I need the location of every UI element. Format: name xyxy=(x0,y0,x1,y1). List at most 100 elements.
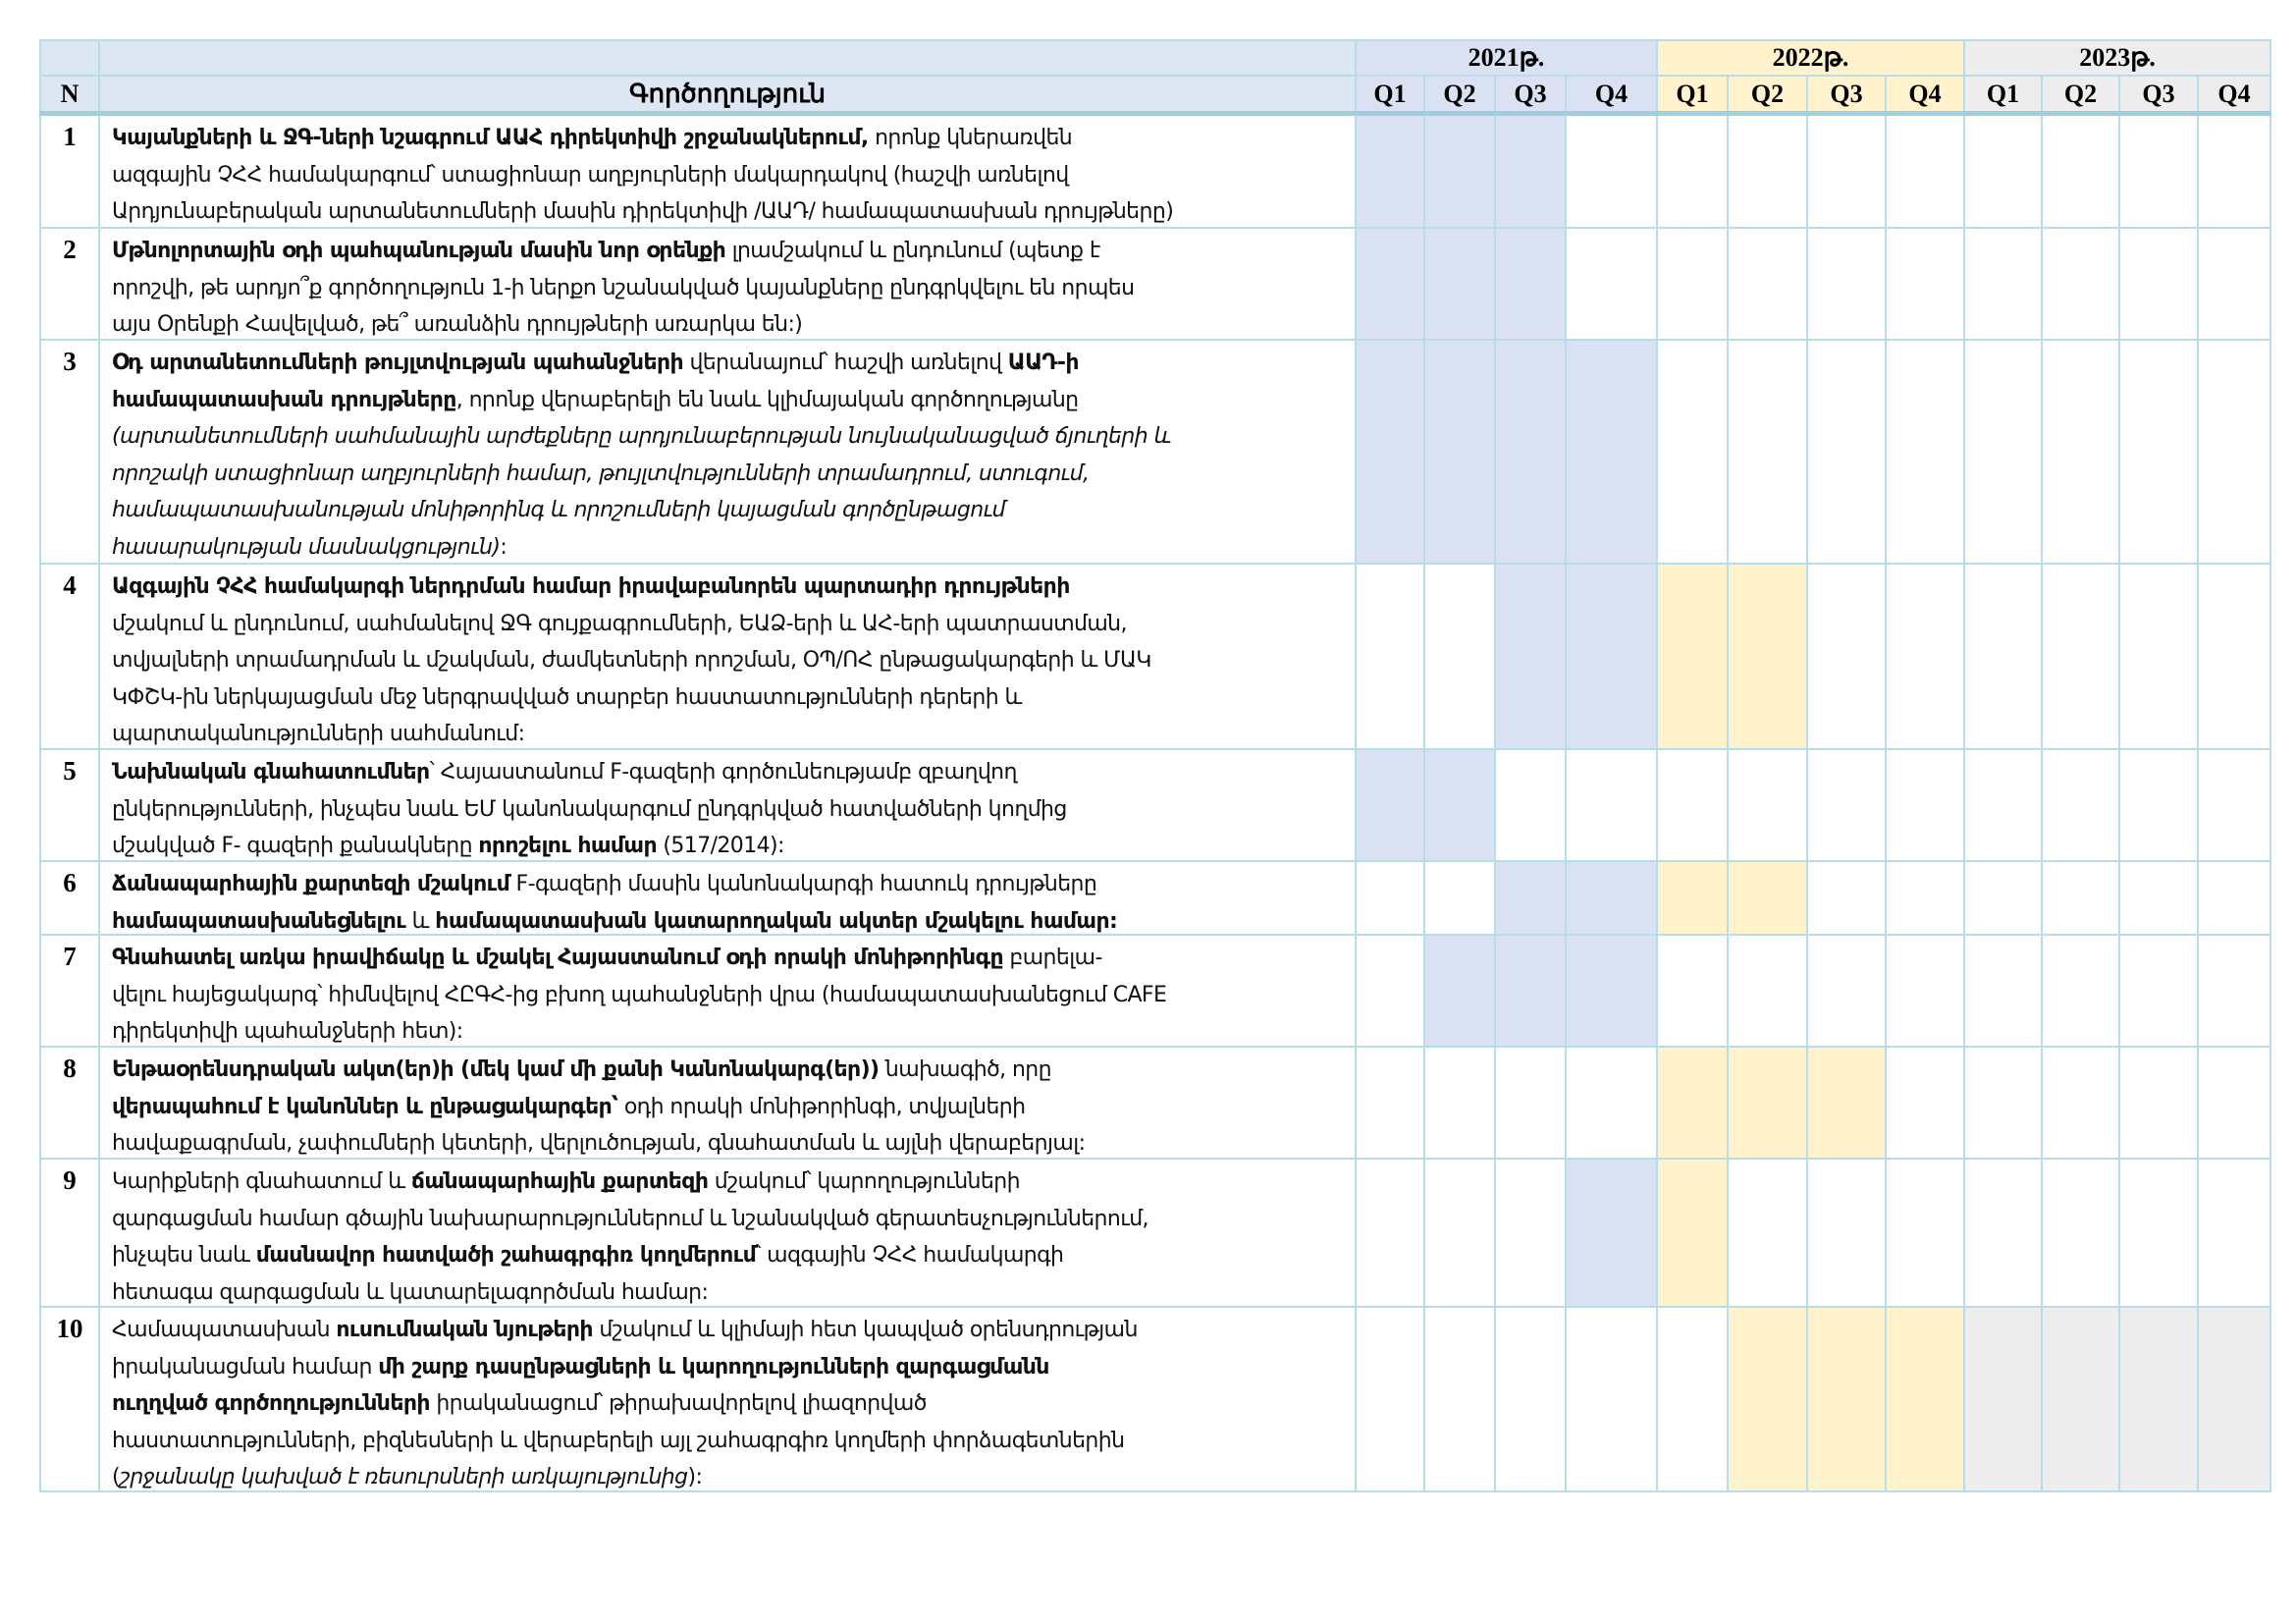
activity-text: վերանայում՝ հաշվի առնելով xyxy=(683,351,1008,375)
table-row: 9 Կարիքների գնահատում և ճանապարհային քարտ… xyxy=(39,1158,2272,1308)
quarter-header-2023-q1: Q1 xyxy=(1963,75,2044,116)
schedule-cell xyxy=(2118,563,2200,750)
column-header-activity: Գործողություն xyxy=(98,75,1357,116)
schedule-cell-active xyxy=(1355,339,1425,565)
activity-text: ): xyxy=(687,1465,703,1489)
schedule-cell xyxy=(1727,227,1809,341)
schedule-cell-active xyxy=(1564,860,1659,936)
activity-text-bold: ճանապարհային քարտեզի xyxy=(410,1169,709,1194)
schedule-cell xyxy=(1885,934,1966,1048)
activity-text: օդի որակի մոնիթորինգի, տվյալների հավաքագ… xyxy=(112,1094,1086,1157)
quarter-header-2022-q2: Q2 xyxy=(1727,75,1809,116)
row-number: 10 xyxy=(39,1306,100,1492)
schedule-cell xyxy=(1963,1046,2044,1160)
schedule-cell xyxy=(2118,1046,2200,1160)
row-number: 9 xyxy=(39,1158,100,1308)
activity-text: Համապատասխան xyxy=(112,1318,337,1342)
schedule-cell-active xyxy=(1423,112,1496,229)
schedule-cell-active xyxy=(1727,563,1809,750)
schedule-cell xyxy=(1885,339,1966,565)
activity-text: որոնք կներառվեն ազգային ՉՀՀ համակարգում՝… xyxy=(112,126,1174,224)
schedule-cell-active xyxy=(1564,339,1659,565)
schedule-cell xyxy=(1963,563,2044,750)
schedule-cell xyxy=(1656,227,1730,341)
row-number: 7 xyxy=(39,934,100,1048)
schedule-cell xyxy=(2118,860,2200,936)
schedule-cell xyxy=(2197,227,2272,341)
schedule-cell xyxy=(1355,934,1425,1048)
row-number: 4 xyxy=(39,563,100,750)
quarter-header-2021-q3: Q3 xyxy=(1494,75,1567,116)
schedule-cell xyxy=(2197,1158,2272,1308)
schedule-cell xyxy=(2041,860,2121,936)
schedule-cell-active xyxy=(2197,1306,2272,1492)
activity-cell: Ճանապարհային քարտեզի մշակում F-գազերի մա… xyxy=(98,860,1357,936)
action-plan-table: 2021թ. 2022թ. 2023թ. N Գործողություն Q1 Q… xyxy=(39,39,2272,1492)
activity-text: Կարիքների գնահատում և xyxy=(112,1169,411,1194)
activity-text-italic: շրջանակը կախված է ռեսուրսների առկայությո… xyxy=(119,1465,688,1489)
schedule-cell xyxy=(2041,1158,2121,1308)
schedule-cell xyxy=(1727,112,1809,229)
schedule-cell xyxy=(2041,112,2121,229)
activity-text: (517/2014): xyxy=(657,834,784,858)
activity-text: ՝ Հայաստանում F-գազերի գործունեությամբ զ… xyxy=(112,760,1067,858)
schedule-cell xyxy=(1885,563,1966,750)
schedule-cell-active xyxy=(1355,112,1425,229)
activity-text: ՝ ազգային ՉՀՀ համակարգի հետագա զարգացման… xyxy=(112,1243,1064,1305)
schedule-cell xyxy=(1355,563,1425,750)
activity-text: նախագիծ, որը xyxy=(884,1057,1052,1082)
schedule-cell xyxy=(1423,1158,1496,1308)
quarter-header-2022-q1: Q1 xyxy=(1656,75,1730,116)
schedule-cell xyxy=(1806,934,1888,1048)
schedule-cell-active xyxy=(1423,227,1496,341)
table-row: 7 Գնահատել առկա իրավիճակը և մշակել Հայաստ… xyxy=(39,934,2272,1048)
row-number: 1 xyxy=(39,112,100,229)
activity-cell: Համապատասխան ուսումնական նյութերի մշակու… xyxy=(98,1306,1357,1492)
schedule-cell xyxy=(2197,112,2272,229)
schedule-cell xyxy=(1423,1306,1496,1492)
schedule-cell-active xyxy=(1423,934,1496,1048)
schedule-cell xyxy=(1885,748,1966,862)
schedule-cell-active xyxy=(1656,563,1730,750)
schedule-cell-active xyxy=(1727,1306,1809,1492)
schedule-cell xyxy=(1885,1046,1966,1160)
activity-text-bold: համապատասխան կատարողական ակտեր մշակելու … xyxy=(435,908,1118,934)
activity-text: լրամշակում և ընդունում (պետք է որոշվի, թ… xyxy=(112,239,1135,337)
schedule-cell xyxy=(1963,112,2044,229)
schedule-cell xyxy=(1963,934,2044,1048)
activity-text-bold: մի շարք դասընթացների և կարողությունների … xyxy=(112,1354,1049,1417)
header-blank xyxy=(39,39,100,77)
schedule-cell xyxy=(1656,934,1730,1048)
schedule-cell xyxy=(1564,1046,1659,1160)
table-row: 4 Ազգային ՉՀՀ համակարգի ներդրման համար իր… xyxy=(39,563,2272,750)
schedule-cell xyxy=(2197,339,2272,565)
activity-text: մշակում և կլիմայի հետ կապված օրենսդրությ… xyxy=(112,1318,1138,1380)
schedule-cell-active xyxy=(1727,1046,1809,1160)
schedule-cell xyxy=(1494,748,1567,862)
schedule-cell xyxy=(2118,339,2200,565)
activity-cell: Մթնոլորտային օդի պահպանության մասին նոր … xyxy=(98,227,1357,341)
schedule-cell xyxy=(1963,748,2044,862)
schedule-cell-active xyxy=(1355,748,1425,862)
activity-text-bold: վերապահում է կանոններ և ընթացակարգեր՝ xyxy=(112,1094,618,1119)
schedule-cell-active xyxy=(1806,1046,1888,1160)
schedule-cell-active xyxy=(1806,1306,1888,1492)
activity-text-bold: Ենթաօրենսդրական ակտ(եր)ի (մեկ կամ մի քան… xyxy=(112,1057,880,1082)
schedule-cell xyxy=(1963,227,2044,341)
activity-text-bold: Մթնոլորտային օդի պահպանության մասին նոր … xyxy=(112,239,726,263)
schedule-cell xyxy=(1885,112,1966,229)
schedule-cell xyxy=(1727,748,1809,862)
schedule-cell xyxy=(1806,227,1888,341)
schedule-cell xyxy=(1806,339,1888,565)
schedule-cell-active xyxy=(1564,934,1659,1048)
quarter-header-2022-q4: Q4 xyxy=(1885,75,1966,116)
schedule-cell xyxy=(2041,227,2121,341)
table-row: 1 Կայանքների և ՋԳ-ների նշագրում ԱԱՀ դիրեկ… xyxy=(39,112,2272,229)
header-year-row: 2021թ. 2022թ. 2023թ. xyxy=(39,39,2272,77)
activity-text: F-գազերի մասին կանոնակարգի հատուկ դրույթ… xyxy=(515,872,1097,896)
column-header-n: N xyxy=(39,75,100,116)
year-header-2021: 2021թ. xyxy=(1354,39,1659,77)
schedule-cell xyxy=(1656,112,1730,229)
header-blank xyxy=(98,39,1357,77)
schedule-cell-active xyxy=(1656,1046,1730,1160)
